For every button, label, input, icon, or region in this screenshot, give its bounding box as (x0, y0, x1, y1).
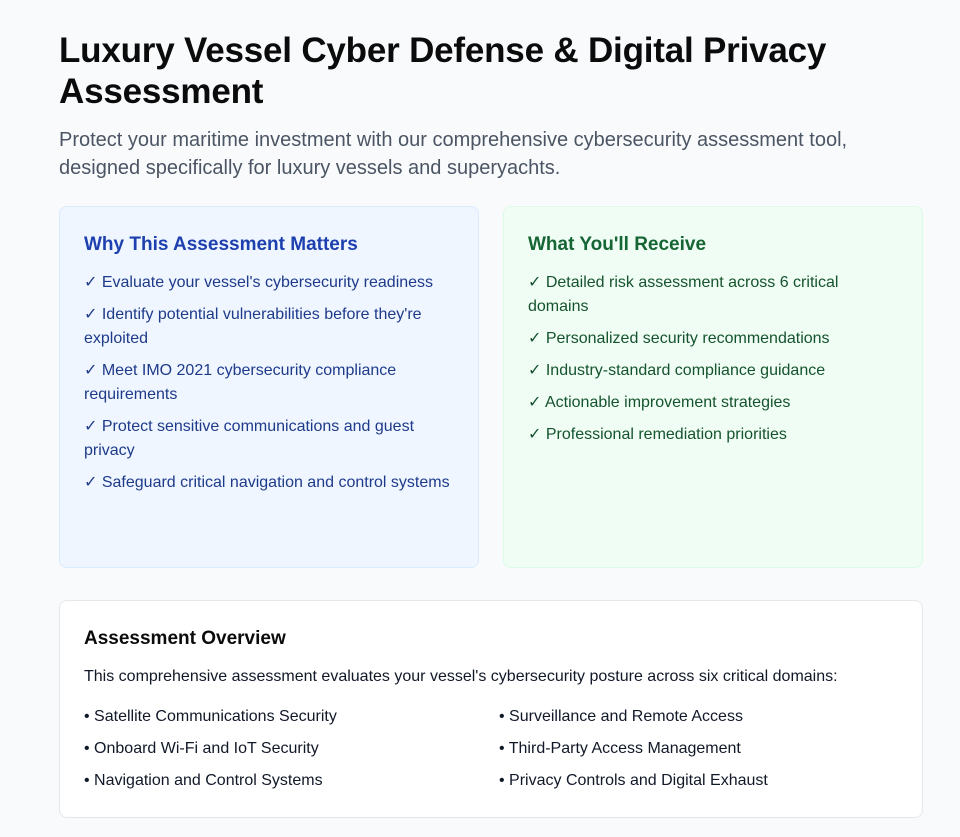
receive-item: ✓ Detailed risk assessment across 6 crit… (528, 274, 839, 315)
receive-heading: What You'll Receive (528, 234, 707, 255)
receive-item: ✓ Industry-standard compliance guidance (528, 362, 826, 379)
domain-item: • Onboard Wi-Fi and IoT Security (84, 740, 319, 757)
why-card: Why This Assessment Matters ✓ Evaluate y… (59, 206, 479, 568)
receive-card: What You'll Receive ✓ Detailed risk asse… (503, 206, 923, 568)
page-content: Luxury Vessel Cyber Defense & Digital Pr… (59, 30, 923, 818)
overview-description: This comprehensive assessment evaluates … (84, 668, 838, 685)
why-item: ✓ Meet IMO 2021 cybersecurity compliance… (84, 362, 397, 403)
domain-item: • Surveillance and Remote Access (499, 708, 743, 725)
receive-item: ✓ Personalized security recommendations (528, 330, 830, 347)
domain-item: • Third-Party Access Management (499, 740, 741, 757)
domain-item: • Privacy Controls and Digital Exhaust (499, 772, 768, 789)
overview-heading: Assessment Overview (84, 628, 286, 649)
overview-card: Assessment Overview This comprehensive a… (59, 600, 923, 818)
why-item: ✓ Protect sensitive communications and g… (84, 418, 415, 459)
receive-item: ✓ Professional remediation priorities (528, 426, 787, 443)
why-item: ✓ Identify potential vulnerabilities bef… (84, 306, 422, 347)
domain-item: • Navigation and Control Systems (84, 772, 323, 789)
domain-item: • Satellite Communications Security (84, 708, 337, 725)
why-item: ✓ Safeguard critical navigation and cont… (84, 474, 450, 491)
page-title: Luxury Vessel Cyber Defense & Digital Pr… (59, 31, 827, 111)
why-item: ✓ Evaluate your vessel's cybersecurity r… (84, 274, 434, 291)
receive-item: ✓ Actionable improvement strategies (528, 394, 791, 411)
why-heading: Why This Assessment Matters (84, 234, 358, 255)
page-subtitle: Protect your maritime investment with ou… (59, 129, 848, 179)
